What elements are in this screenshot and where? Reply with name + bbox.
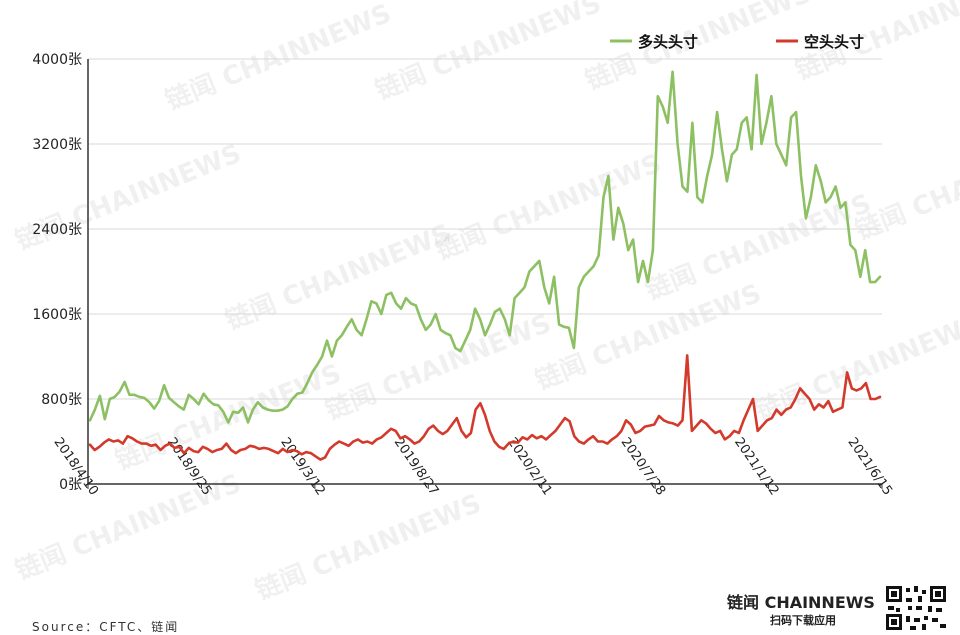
legend-label: 多头头寸 — [638, 33, 698, 51]
watermark-text: 链闻 CHAINNEWS — [161, 0, 395, 116]
x-tick-label: 2020/2/11 — [504, 435, 555, 498]
legend-label: 空头头寸 — [804, 33, 864, 51]
series-line-short — [88, 354, 882, 461]
watermark-text: 链闻 CHAINNEWS — [581, 0, 815, 96]
watermark-text: 链闻 CHAINNEWS — [751, 308, 960, 427]
y-tick-label: 0张 — [59, 477, 82, 493]
legend: 多头头寸 空头头寸 — [610, 33, 864, 51]
watermark-text: 链闻 CHAINNEWS — [11, 138, 245, 257]
x-tick-label: 2021/6/15 — [844, 435, 895, 498]
x-tick-label: 2020/7/28 — [618, 435, 669, 498]
y-tick-label: 4000张 — [32, 52, 82, 68]
watermark-text: 链闻 CHAINNEWS — [251, 488, 485, 607]
brand-subtitle: 扫码下载应用 — [770, 614, 836, 627]
source-note: Source：CFTC、链闻 — [32, 620, 180, 634]
y-tick-label: 2400张 — [32, 222, 82, 238]
x-tick-label: 2019/8/27 — [391, 435, 442, 498]
x-tick-label: 2021/1/12 — [731, 435, 782, 498]
y-tick-label: 1600张 — [32, 307, 82, 323]
y-tick-label: 3200张 — [32, 137, 82, 153]
grid-lines — [87, 58, 882, 485]
qr-code-icon — [884, 584, 950, 632]
series-layer — [88, 70, 882, 461]
y-axis-ticks: 0张 800张 1600张 2400张 3200张 4000张 — [32, 52, 82, 493]
y-tick-label: 800张 — [41, 392, 82, 408]
brand-logo-text: 链闻 CHAINNEWS — [727, 593, 875, 612]
series-line-long — [88, 70, 882, 424]
watermark-text: 链闻 CHAINNEWS — [371, 0, 605, 106]
x-tick-label: 2019/3/12 — [277, 435, 328, 498]
